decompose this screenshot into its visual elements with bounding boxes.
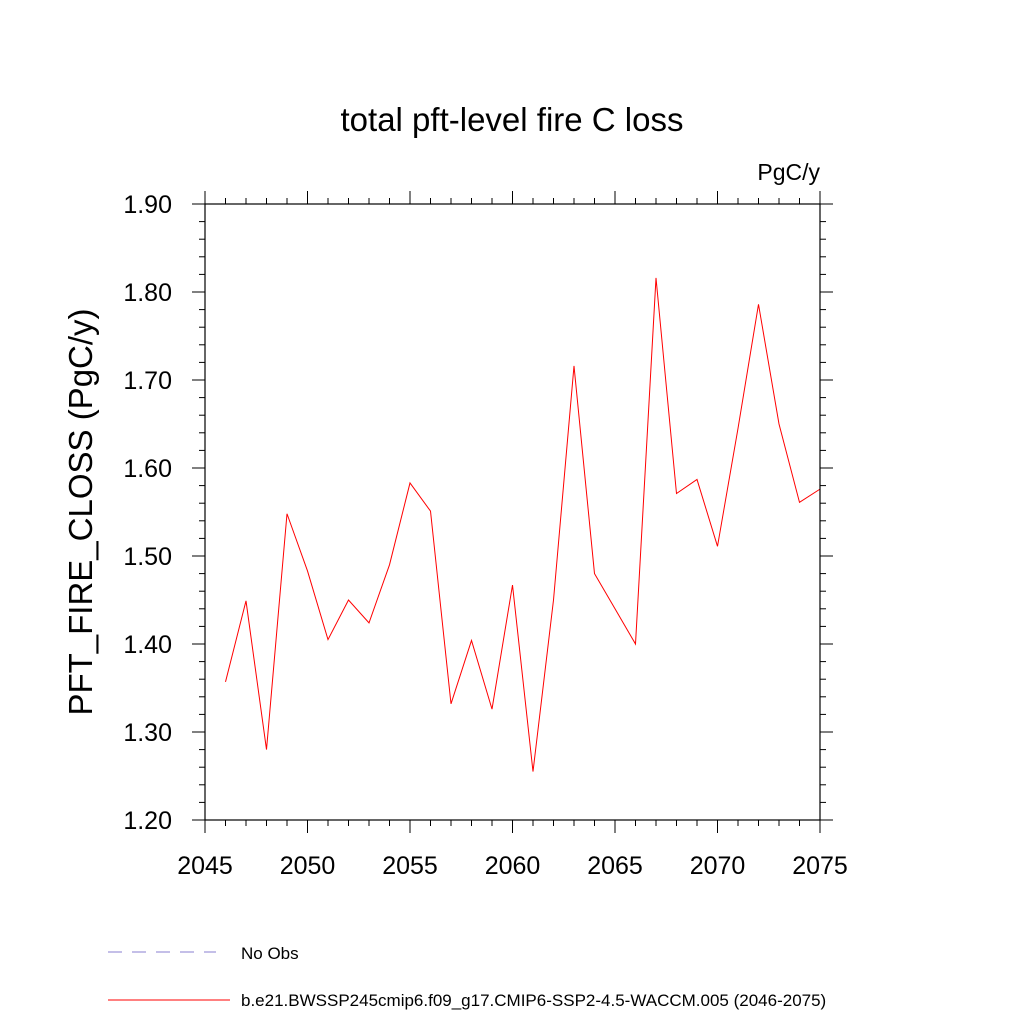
- axis-ticks: [192, 191, 833, 833]
- x-tick-label: 2060: [485, 852, 541, 880]
- x-tick-label: 2065: [587, 852, 643, 880]
- y-tick-label: 1.20: [123, 807, 172, 835]
- x-tick-label: 2050: [280, 852, 336, 880]
- y-tick-label: 1.80: [123, 279, 172, 307]
- plot-frame: [204, 203, 821, 821]
- chart-title: total pft-level fire C loss: [341, 101, 684, 138]
- y-tick-label: 1.90: [123, 191, 172, 219]
- y-tick-label: 1.30: [123, 719, 172, 747]
- y-tick-labels: 1.20 1.30 1.40 1.50 1.60 1.70 1.80 1.90: [123, 191, 172, 835]
- x-tick-labels: 2045 2050 2055 2060 2065 2070 2075: [177, 852, 848, 880]
- x-tick-label: 2075: [792, 852, 848, 880]
- legend-label-model: b.e21.BWSSP245cmip6.f09_g17.CMIP6-SSP2-4…: [241, 991, 826, 1010]
- units-label: PgC/y: [757, 159, 820, 185]
- legend: No Obs b.e21.BWSSP245cmip6.f09_g17.CMIP6…: [108, 944, 826, 1010]
- y-tick-label: 1.40: [123, 631, 172, 659]
- y-axis-label: PFT_FIRE_CLOSS (PgC/y): [62, 308, 99, 715]
- series-line-0: [225, 277, 821, 772]
- x-tick-label: 2055: [382, 852, 438, 880]
- x-tick-label: 2070: [690, 852, 746, 880]
- y-tick-label: 1.60: [123, 455, 172, 483]
- y-tick-label: 1.70: [123, 367, 172, 395]
- y-tick-label: 1.50: [123, 543, 172, 571]
- legend-label-no-obs: No Obs: [241, 944, 299, 963]
- series-group: [225, 277, 821, 772]
- x-tick-label: 2045: [177, 852, 233, 880]
